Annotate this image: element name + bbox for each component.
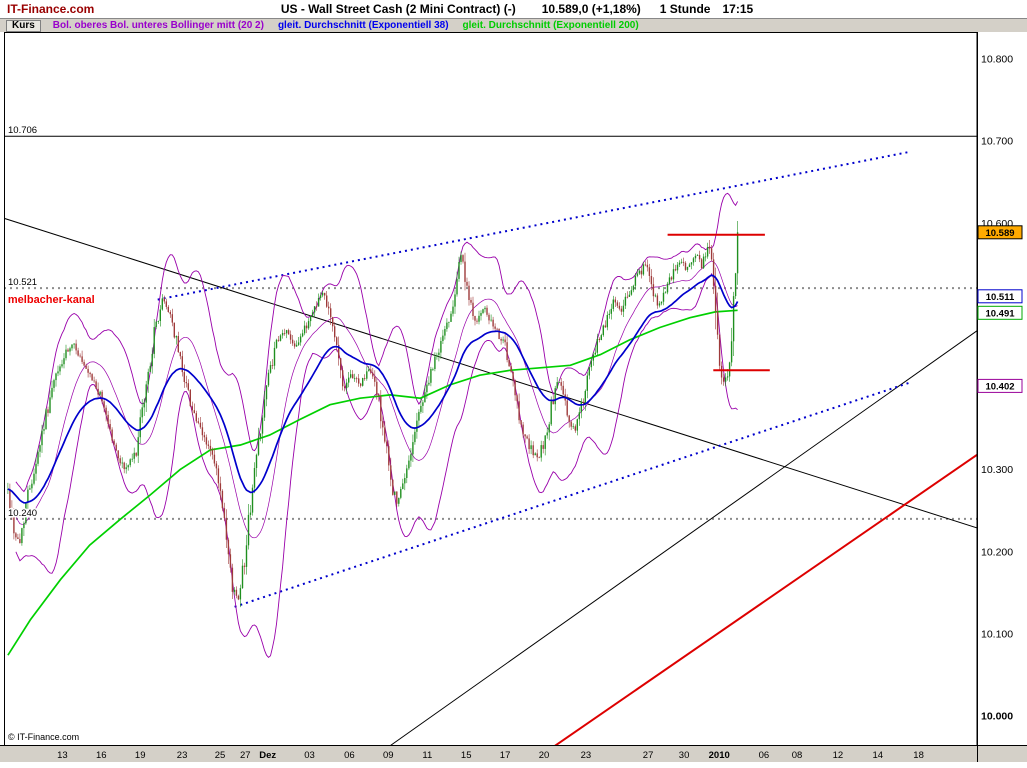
x-axis-label-13: 13 bbox=[57, 750, 68, 761]
price-marker-label-10.491: 10.491 bbox=[985, 308, 1015, 319]
ascending-red-trendline[interactable] bbox=[552, 453, 977, 748]
y-axis-label-10.200: 10.200 bbox=[981, 546, 1013, 558]
level-label-10.240: 10.240 bbox=[8, 508, 37, 519]
x-axis-label-17: 17 bbox=[500, 750, 511, 761]
last-quote: 10.589,0 (+1,18%) bbox=[541, 2, 641, 16]
x-axis-label-25: 25 bbox=[215, 750, 226, 761]
price-marker-10.491[interactable]: 10.491 bbox=[977, 305, 1023, 320]
title-bar: IT-Finance.com US - Wall Street Cash (2 … bbox=[0, 0, 1027, 18]
x-axis-label-03: 03 bbox=[304, 750, 315, 761]
x-axis-label-06: 06 bbox=[344, 750, 355, 761]
candlesticks bbox=[7, 221, 739, 608]
level-label-10.521: 10.521 bbox=[8, 277, 37, 288]
level-label-10.706: 10.706 bbox=[8, 125, 37, 136]
kurs-tab[interactable]: Kurs bbox=[6, 19, 41, 32]
legend-item-bollinger[interactable]: Bol. oberes Bol. unteres Bollinger mitt … bbox=[52, 20, 264, 31]
price-marker-10.589[interactable]: 10.589 bbox=[977, 225, 1023, 240]
x-axis-label-18: 18 bbox=[913, 750, 924, 761]
x-axis-label-23: 23 bbox=[581, 750, 592, 761]
x-axis-label-23: 23 bbox=[177, 750, 188, 761]
y-axis-label-10.000: 10.000 bbox=[981, 711, 1013, 723]
time-axis-strip bbox=[0, 746, 1027, 762]
bollinger-upper-band bbox=[15, 192, 739, 493]
price-marker-label-10.511: 10.511 bbox=[986, 292, 1015, 303]
legend-bar: Kurs Bol. oberes Bol. unteres Bollinger … bbox=[0, 18, 1027, 32]
y-axis-label-10.300: 10.300 bbox=[981, 464, 1013, 476]
x-axis-label-08: 08 bbox=[792, 750, 803, 761]
x-axis-label-2010: 2010 bbox=[709, 750, 730, 761]
price-marker-10.511[interactable]: 10.511 bbox=[977, 289, 1023, 304]
x-axis-label-Dez: Dez bbox=[259, 750, 276, 761]
price-marker-10.402[interactable]: 10.402 bbox=[977, 378, 1023, 393]
price-series bbox=[7, 192, 739, 659]
chart-area: 10.706 10.521 10.240 melbacher-kanal © IT-Fi… bbox=[0, 32, 1027, 768]
x-axis-label-27: 27 bbox=[643, 750, 654, 761]
x-axis-label-11: 11 bbox=[422, 750, 432, 761]
x-axis-label-19: 19 bbox=[135, 750, 146, 761]
y-axis-label-10.700: 10.700 bbox=[981, 136, 1013, 148]
copyright-label: © IT-Finance.com bbox=[8, 732, 79, 742]
clock-time: 17:15 bbox=[722, 2, 754, 16]
y-axis-label-10.800: 10.800 bbox=[981, 54, 1013, 66]
ascending-trendline[interactable] bbox=[390, 330, 977, 746]
x-axis-label-30: 30 bbox=[679, 750, 690, 761]
legend-item-ema38[interactable]: gleit. Durchschnitt (Exponentiell 38) bbox=[277, 20, 449, 31]
instrument-name: US - Wall Street Cash (2 Mini Contract) … bbox=[280, 2, 516, 16]
kanal-lower-dotted[interactable] bbox=[234, 381, 911, 608]
brand-link[interactable]: IT-Finance.com bbox=[7, 2, 95, 16]
ema-200-line bbox=[7, 309, 738, 656]
x-axis-label-06: 06 bbox=[759, 750, 770, 761]
x-axis-label-14: 14 bbox=[873, 750, 884, 761]
legend-item-ema200[interactable]: gleit. Durchschnitt (Exponentiell 200) bbox=[462, 20, 639, 31]
chart-background bbox=[0, 32, 1027, 768]
price-chart[interactable]: 10.706 10.521 10.240 melbacher-kanal © IT-Fi… bbox=[0, 32, 1027, 768]
chart-title: US - Wall Street Cash (2 Mini Contract) … bbox=[0, 2, 1027, 16]
x-axis-label-27: 27 bbox=[240, 750, 251, 761]
x-axis-label-20: 20 bbox=[539, 750, 550, 761]
annotation-melbacher-kanal: melbacher-kanal bbox=[8, 294, 95, 306]
legend-items: Bol. oberes Bol. unteres Bollinger mitt … bbox=[53, 20, 653, 31]
ema-38-line bbox=[7, 274, 739, 504]
x-axis-label-15: 15 bbox=[461, 750, 472, 761]
y-axis-label-10.100: 10.100 bbox=[981, 628, 1013, 640]
x-axis-label-09: 09 bbox=[383, 750, 394, 761]
kanal-upper-dotted[interactable] bbox=[157, 150, 911, 301]
price-marker-label-10.589: 10.589 bbox=[985, 228, 1014, 239]
price-marker-label-10.402: 10.402 bbox=[985, 381, 1014, 392]
timeframe-label: 1 Stunde bbox=[659, 2, 711, 16]
x-axis-label-16: 16 bbox=[96, 750, 107, 761]
x-axis-label-12: 12 bbox=[833, 750, 844, 761]
